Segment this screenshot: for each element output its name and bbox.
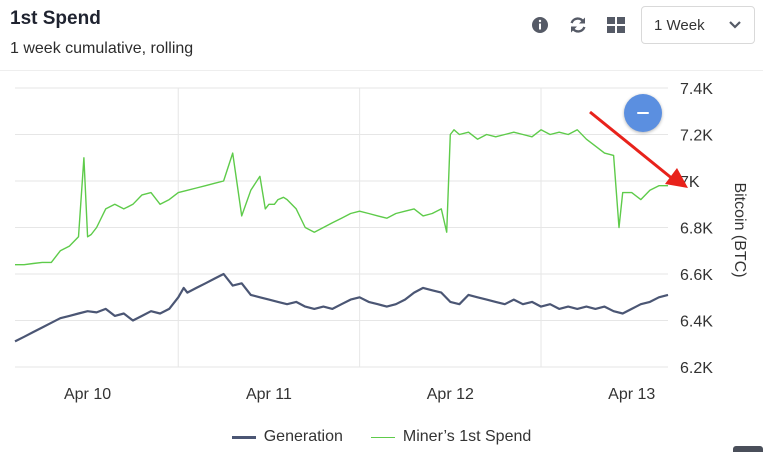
x-tick-label: Apr 11: [246, 386, 292, 403]
collapse-button[interactable]: [624, 94, 662, 132]
legend-swatch-generation: [231, 435, 256, 439]
annotation-arrow: [589, 110, 688, 188]
y-tick-label: 6.8K: [680, 221, 713, 238]
info-icon: [532, 17, 548, 33]
minus-icon: [637, 112, 649, 114]
grid-view-button[interactable]: [599, 8, 633, 42]
series-line-generation: [14, 272, 669, 343]
refresh-button[interactable]: [561, 8, 595, 42]
y-tick-label: 6.2K: [680, 360, 713, 377]
chevron-down-icon: [729, 21, 741, 29]
chart-header: 1st Spend 1 week cumulative, rolling: [0, 0, 763, 70]
y-tick-label: 6.6K: [680, 267, 713, 284]
corner-tab[interactable]: [733, 446, 763, 452]
y-tick-label: 6.4K: [680, 314, 713, 331]
range-select-value: 1 Week: [654, 16, 705, 34]
x-tick-label: Apr 13: [608, 386, 655, 403]
range-select[interactable]: 1 Week: [641, 6, 755, 44]
x-tick-label: Apr 10: [64, 386, 111, 403]
legend-swatch-first-spend: [370, 436, 395, 438]
legend-item-first-spend[interactable]: Miner’s 1st Spend: [370, 428, 532, 446]
y-axis-title: Bitcoin (BTC): [731, 182, 748, 277]
refresh-icon: [570, 17, 586, 33]
y-tick-label: 7.4K: [680, 81, 713, 98]
header-divider: [0, 70, 763, 71]
info-button[interactable]: [523, 8, 557, 42]
legend-label-first-spend: Miner’s 1st Spend: [402, 428, 532, 445]
chart-toolbar: 1 Week: [523, 4, 755, 46]
legend-label-generation: Generation: [263, 428, 343, 445]
legend-item-generation[interactable]: Generation: [231, 428, 343, 446]
chart-subtitle: 1 week cumulative, rolling: [10, 40, 194, 57]
series-line-first-spend: [15, 129, 668, 266]
chart-title: 1st Spend: [10, 8, 101, 29]
chart-legend: Generation Miner’s 1st Spend: [0, 426, 763, 448]
y-tick-label: 7.2K: [680, 128, 713, 145]
x-tick-label: Apr 12: [427, 386, 474, 403]
grid-icon: [607, 17, 625, 33]
